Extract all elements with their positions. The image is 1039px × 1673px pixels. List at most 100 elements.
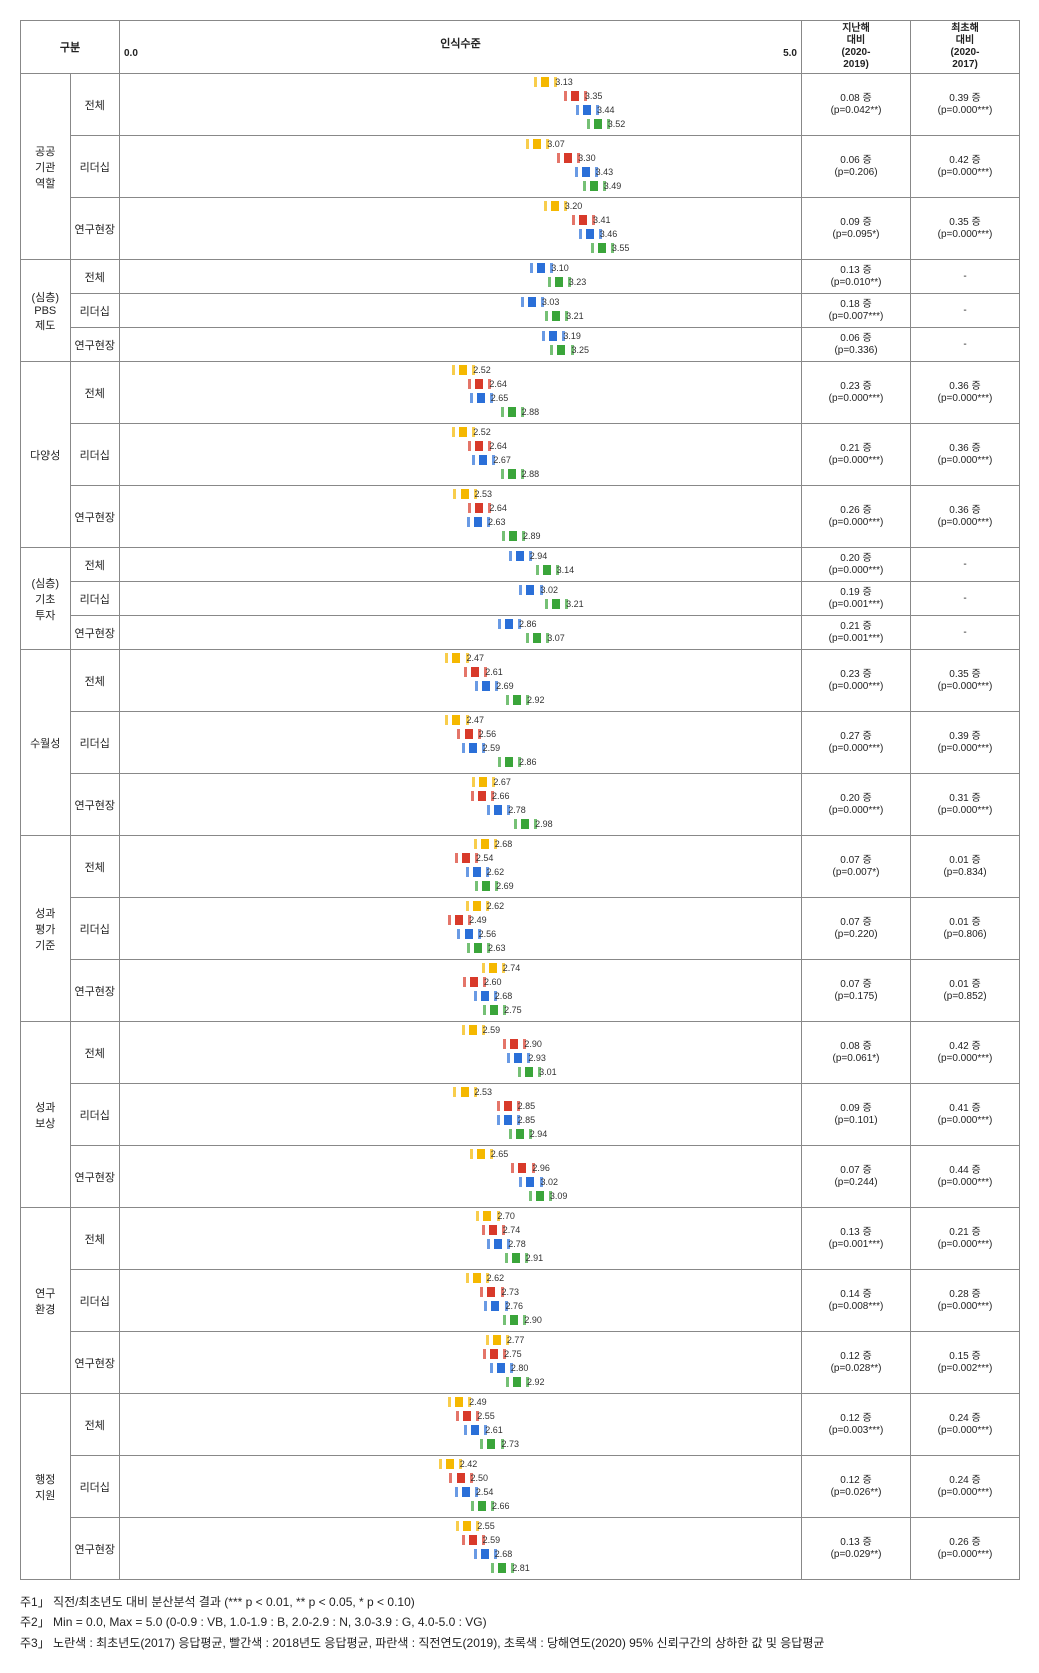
stat-first-cell: -	[911, 548, 1020, 582]
bar-value-label: 2.86	[519, 757, 537, 767]
bar-marker	[494, 805, 502, 815]
bar-value-label: 2.59	[483, 1535, 501, 1545]
bar-marker	[518, 1163, 526, 1173]
row-label: 리더십	[70, 712, 120, 774]
axis-min: 0.0	[124, 48, 138, 59]
bar-marker	[455, 915, 463, 925]
bar-marker	[491, 1301, 499, 1311]
chart-cell: 3.203.413.463.55	[120, 198, 802, 260]
chart-cell: 2.863.07	[120, 616, 802, 650]
row-label: 연구현장	[70, 198, 120, 260]
category-cell: 성과 보상	[21, 1022, 71, 1208]
row-label: 연구현장	[70, 774, 120, 836]
bar-value-label: 2.68	[495, 839, 513, 849]
axis-max: 5.0	[783, 48, 797, 59]
table-row: 리더십3.073.303.433.490.06 증 (p=0.206)0.42 …	[21, 136, 1020, 198]
bar-value-label: 2.47	[466, 715, 484, 725]
bar-value-label: 3.44	[597, 105, 615, 115]
bar-marker	[473, 901, 481, 911]
bar-marker	[551, 201, 559, 211]
stat-prev-cell: 0.09 증 (p=0.101)	[802, 1084, 911, 1146]
bar-marker	[475, 441, 483, 451]
table-row: 리더십2.422.502.542.660.12 증 (p=0.026**)0.2…	[21, 1456, 1020, 1518]
bar-value-label: 3.25	[571, 345, 589, 355]
stat-prev-cell: 0.13 증 (p=0.001***)	[802, 1208, 911, 1270]
stat-prev-cell: 0.21 증 (p=0.001***)	[802, 616, 911, 650]
table-row: 행정 지원전체2.492.552.612.730.12 증 (p=0.003**…	[21, 1394, 1020, 1456]
header-gubun: 구분	[21, 21, 120, 74]
bar-marker	[513, 1377, 521, 1387]
stat-prev-cell: 0.09 증 (p=0.095*)	[802, 198, 911, 260]
bar-value-label: 2.55	[477, 1411, 495, 1421]
bar-marker	[555, 277, 563, 287]
bar-value-label: 2.98	[535, 819, 553, 829]
bar-marker	[465, 929, 473, 939]
bar-value-label: 2.73	[501, 1439, 519, 1449]
row-label: 전체	[70, 74, 120, 136]
row-label: 전체	[70, 836, 120, 898]
bar-marker	[516, 1129, 524, 1139]
stat-first-cell: -	[911, 328, 1020, 362]
bar-marker	[505, 757, 513, 767]
chart-cell: 2.472.562.592.86	[120, 712, 802, 774]
chart-cell: 3.133.353.443.52	[120, 74, 802, 136]
bar-marker	[541, 77, 549, 87]
chart-cell: 2.682.542.622.69	[120, 836, 802, 898]
stat-prev-cell: 0.18 증 (p=0.007***)	[802, 294, 911, 328]
bar-value-label: 3.01	[539, 1067, 557, 1077]
bar-marker	[590, 181, 598, 191]
bar-value-label: 2.68	[495, 991, 513, 1001]
bar-value-label: 2.74	[503, 1225, 521, 1235]
bar-marker	[571, 91, 579, 101]
category-cell: 수월성	[21, 650, 71, 836]
bar-value-label: 2.85	[518, 1115, 536, 1125]
bar-marker	[493, 1335, 501, 1345]
row-label: 리더십	[70, 898, 120, 960]
chart-cell: 3.19 3.25	[120, 328, 802, 362]
bar-value-label: 2.75	[504, 1005, 522, 1015]
chart-cell: 2.702.742.782.91	[120, 1208, 802, 1270]
chart-cell: 2.532.852.852.94	[120, 1084, 802, 1146]
bar-value-label: 2.91	[526, 1253, 544, 1263]
table-row: 리더십2.472.562.592.860.27 증 (p=0.000***)0.…	[21, 712, 1020, 774]
bar-value-label: 2.62	[487, 1273, 505, 1283]
stat-first-cell: -	[911, 616, 1020, 650]
stat-first-cell: 0.39 증 (p=0.000***)	[911, 712, 1020, 774]
stat-prev-cell: 0.06 증 (p=0.336)	[802, 328, 911, 362]
bar-value-label: 3.55	[612, 243, 630, 253]
bar-value-label: 2.64	[489, 441, 507, 451]
bar-value-label: 2.63	[488, 943, 506, 953]
bar-marker	[533, 633, 541, 643]
row-label: 연구현장	[70, 616, 120, 650]
bar-value-label: 2.56	[479, 729, 497, 739]
bar-value-label: 3.03	[542, 297, 560, 307]
bar-marker	[481, 1549, 489, 1559]
table-row: 성과 평가 기준전체2.682.542.622.690.07 증 (p=0.00…	[21, 836, 1020, 898]
bar-value-label: 2.47	[466, 653, 484, 663]
stat-first-cell: 0.24 증 (p=0.000***)	[911, 1394, 1020, 1456]
bar-value-label: 2.54	[476, 853, 494, 863]
bar-value-label: 3.52	[608, 119, 626, 129]
stat-first-cell: 0.01 증 (p=0.834)	[911, 836, 1020, 898]
table-row: 리더십3.023.210.19 증 (p=0.001***)-	[21, 582, 1020, 616]
row-label: 전체	[70, 650, 120, 712]
row-label: 리더십	[70, 1084, 120, 1146]
bar-value-label: 2.63	[488, 517, 506, 527]
bar-value-label: 2.52	[473, 427, 491, 437]
stat-first-cell: 0.42 증 (p=0.000***)	[911, 1022, 1020, 1084]
row-label: 리더십	[70, 424, 120, 486]
bar-value-label: 3.14	[557, 565, 575, 575]
bar-value-label: 3.09	[550, 1191, 568, 1201]
bar-value-label: 2.61	[485, 1425, 503, 1435]
stat-first-cell: 0.01 증 (p=0.806)	[911, 898, 1020, 960]
bar-marker	[455, 1397, 463, 1407]
table-row: 리더십2.622.492.562.630.07 증 (p=0.220)0.01 …	[21, 898, 1020, 960]
chart-cell: 2.943.14	[120, 548, 802, 582]
bar-value-label: 3.23	[569, 277, 587, 287]
bar-value-label: 3.19	[563, 331, 581, 341]
row-label: 연구현장	[70, 960, 120, 1022]
stat-prev-cell: 0.20 증 (p=0.000***)	[802, 548, 911, 582]
bar-marker	[521, 819, 529, 829]
table-row: 리더십2.622.732.762.900.14 증 (p=0.008***)0.…	[21, 1270, 1020, 1332]
bar-marker	[463, 1521, 471, 1531]
